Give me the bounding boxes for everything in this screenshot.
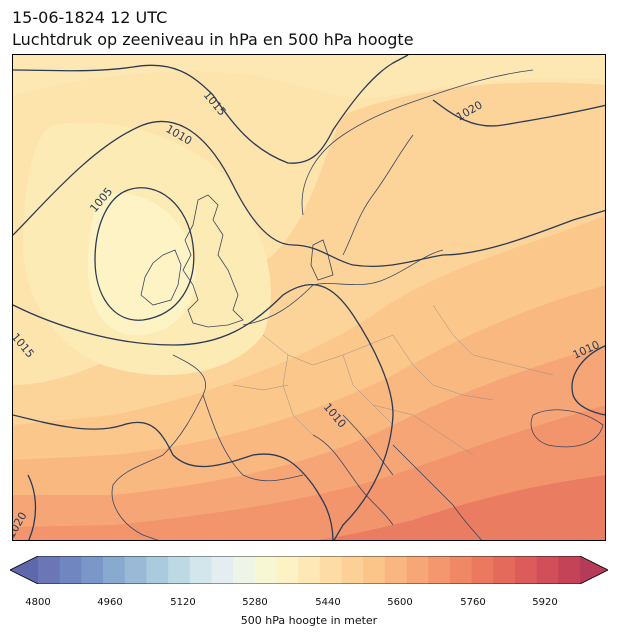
colorbar-swatch: [449, 556, 473, 584]
colorbar-swatch: [254, 556, 277, 584]
colorbar-swatch: [103, 556, 126, 584]
colorbar-swatch: [319, 556, 343, 584]
colorbar-swatch: [493, 556, 516, 584]
colorbar-swatch: [384, 556, 408, 584]
colorbar-extend-high: [580, 556, 608, 584]
colorbar-swatch: [428, 556, 451, 584]
colorbar-label: 500 hPa hoogte in meter: [240, 614, 378, 627]
coastlines: [111, 69, 604, 540]
colorbar: [9, 555, 609, 585]
colorbar-swatch: [211, 556, 234, 584]
colorbar-canvas: [9, 555, 609, 585]
colorbar-tick: 4960: [97, 597, 123, 608]
colorbar-tick: 5440: [315, 597, 341, 608]
colorbar-swatch: [514, 556, 538, 584]
colorbar-swatch: [536, 556, 559, 584]
colorbar-swatch: [471, 556, 494, 584]
colorbar-swatch: [189, 556, 212, 584]
colorbar-tick: 4800: [25, 597, 51, 608]
colorbar-swatch: [168, 556, 191, 584]
colorbar-swatch: [233, 556, 256, 584]
colorbar-swatch: [38, 556, 61, 584]
isobars: [13, 55, 605, 540]
colorbar-swatch: [341, 556, 364, 584]
height-field-band: [316, 475, 605, 540]
colorbar-swatch: [298, 556, 321, 584]
colorbar-swatch: [276, 556, 299, 584]
colorbar-tick: 5920: [532, 597, 558, 608]
colorbar-tick: 5280: [242, 597, 268, 608]
colorbar-swatch: [124, 556, 147, 584]
colorbar-swatch: [81, 556, 104, 584]
colorbar-extend-low: [10, 556, 38, 584]
colorbar-swatch: [146, 556, 169, 584]
colorbar-swatch: [59, 556, 82, 584]
weather-map-canvas: 1015 1010 1005 1020 1015 1010 1010 1020: [13, 55, 605, 540]
colorbar-tick: 5600: [387, 597, 413, 608]
colorbar-swatch: [363, 556, 386, 584]
map-datetime: 15-06-1824 12 UTC: [12, 8, 168, 27]
colorbar-tick: 5120: [170, 597, 196, 608]
colorbar-swatch: [406, 556, 429, 584]
colorbar-swatch: [558, 556, 581, 584]
map-subtitle: Luchtdruk op zeeniveau in hPa en 500 hPa…: [12, 30, 414, 49]
weather-map: 1015 1010 1005 1020 1015 1010 1010 1020: [12, 54, 606, 541]
height-field-band: [88, 193, 196, 336]
colorbar-tick: 5760: [460, 597, 486, 608]
